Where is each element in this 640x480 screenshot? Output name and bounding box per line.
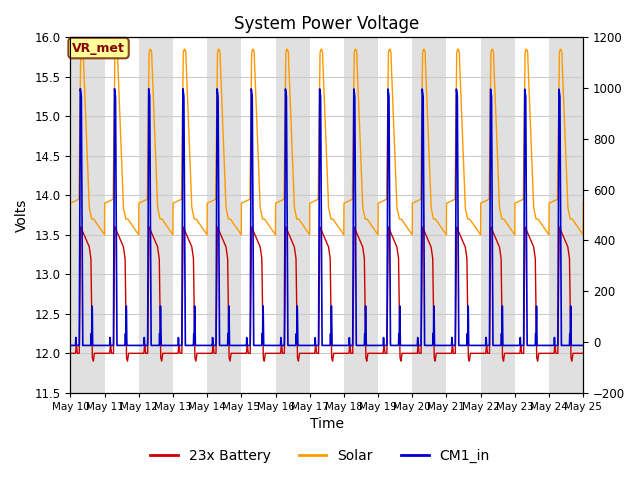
23x Battery	[259, 297, 266, 303]
Solar	[579, 200, 587, 206]
Bar	[344, 37, 378, 393]
Solar	[578, 229, 586, 235]
CM1_in	[259, 337, 266, 343]
Bar	[275, 37, 310, 393]
CM1_in	[67, 343, 74, 348]
Solar	[67, 200, 74, 206]
Line: 23x Battery: 23x Battery	[70, 227, 583, 361]
Solar	[176, 197, 184, 203]
Solar	[397, 216, 405, 222]
CM1_in	[470, 343, 478, 348]
CM1_in	[171, 343, 179, 348]
CM1_in	[397, 343, 405, 348]
23x Battery	[470, 350, 478, 356]
Line: CM1_in: CM1_in	[70, 89, 583, 346]
Solar	[470, 223, 478, 228]
Y-axis label: Volts: Volts	[15, 198, 29, 232]
Bar	[481, 37, 515, 393]
CM1_in	[579, 343, 587, 348]
Bar	[139, 37, 173, 393]
23x Battery	[579, 350, 587, 356]
Legend: 23x Battery, Solar, CM1_in: 23x Battery, Solar, CM1_in	[145, 443, 495, 468]
23x Battery	[77, 224, 84, 230]
CM1_in	[76, 86, 84, 92]
23x Battery	[578, 350, 586, 356]
Solar	[78, 46, 86, 52]
CM1_in	[577, 343, 585, 348]
Bar	[70, 37, 104, 393]
Text: VR_met: VR_met	[72, 42, 125, 55]
Solar	[259, 216, 266, 221]
23x Battery	[568, 359, 576, 364]
23x Battery	[67, 350, 74, 356]
Bar	[412, 37, 447, 393]
Solar	[545, 232, 553, 238]
Title: System Power Voltage: System Power Voltage	[234, 15, 419, 33]
Bar	[549, 37, 583, 393]
CM1_in	[176, 343, 184, 348]
23x Battery	[171, 350, 179, 356]
23x Battery	[176, 350, 184, 356]
Line: Solar: Solar	[70, 49, 583, 235]
Bar	[207, 37, 241, 393]
X-axis label: Time: Time	[310, 418, 344, 432]
23x Battery	[397, 356, 405, 361]
Solar	[171, 200, 179, 205]
